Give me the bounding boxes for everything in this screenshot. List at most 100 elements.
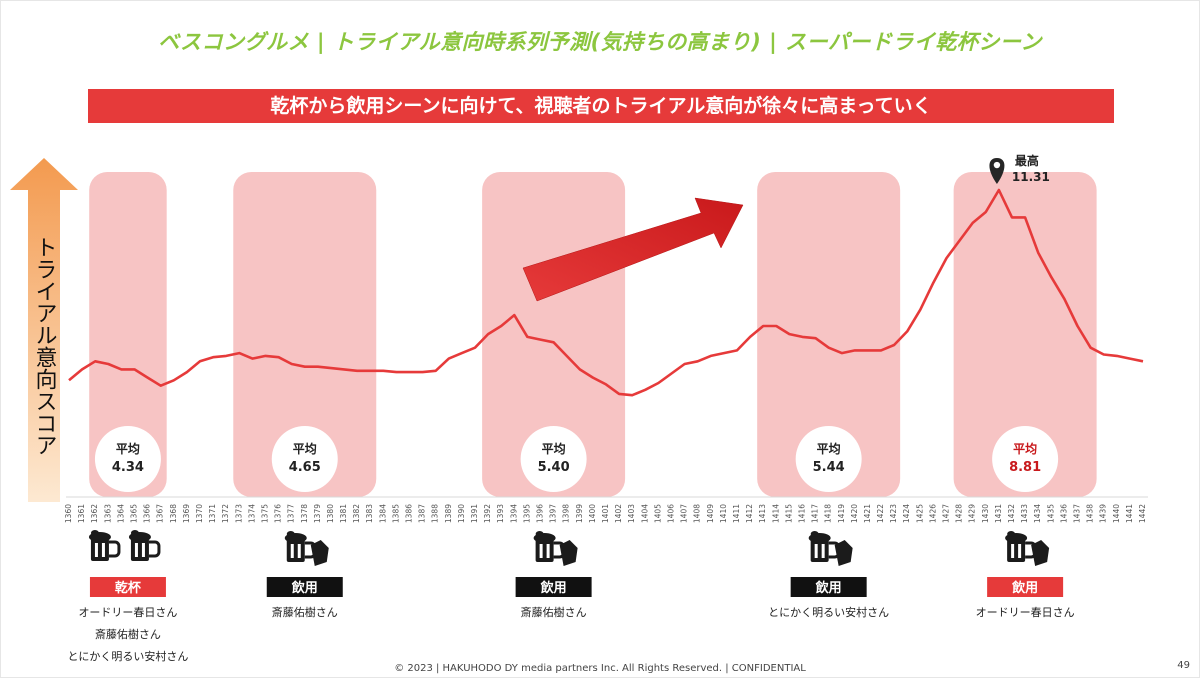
average-badge bbox=[520, 426, 587, 492]
x-tick-label: 1371 bbox=[208, 504, 217, 523]
peak-value: 11.31 bbox=[1012, 170, 1050, 184]
x-tick-label: 1372 bbox=[221, 504, 230, 523]
mug-foam-bubble bbox=[1007, 531, 1016, 537]
mug-foam-bubble bbox=[286, 531, 295, 537]
performer-name: とにかく明るい安村さん bbox=[67, 649, 188, 663]
x-tick-label: 1378 bbox=[300, 504, 309, 523]
scene-band bbox=[757, 172, 901, 497]
scene-tag bbox=[790, 577, 867, 597]
series-line bbox=[68, 188, 1144, 397]
x-tick-label: 1360 bbox=[64, 504, 73, 523]
x-tick-label: 1412 bbox=[745, 504, 754, 523]
performer-name: 斎藤佑樹さん bbox=[521, 605, 587, 619]
x-tick-label: 1398 bbox=[562, 504, 571, 523]
scene-tag-label: 飲用 bbox=[540, 580, 567, 596]
mug-shine bbox=[821, 544, 825, 558]
slide-title: ベスコングルメ | トライアル意向時系列予測(気持ちの高まり) | スーパードラ… bbox=[158, 30, 1042, 54]
x-tick-label: 1397 bbox=[549, 504, 558, 523]
mug-shine bbox=[297, 544, 301, 558]
x-tick-label: 1404 bbox=[640, 504, 649, 523]
x-tick-label: 1440 bbox=[1112, 504, 1121, 523]
copyright-footer: © 2023 | HAKUHODO DY media partners Inc.… bbox=[394, 663, 806, 674]
x-tick-label: 1405 bbox=[653, 504, 662, 523]
mug-shine bbox=[141, 543, 145, 557]
y-axis-arrow bbox=[10, 158, 78, 502]
beer-mug-hand-icon bbox=[284, 531, 329, 566]
x-tick-label: 1400 bbox=[588, 504, 597, 523]
x-tick-label: 1381 bbox=[339, 504, 348, 523]
x-tick-label: 1437 bbox=[1073, 504, 1082, 523]
x-tick-label: 1361 bbox=[77, 504, 86, 523]
x-tick-label: 1376 bbox=[274, 504, 283, 523]
mug-shine bbox=[539, 544, 543, 558]
average-value: 5.40 bbox=[538, 460, 570, 475]
scene-band bbox=[233, 172, 377, 497]
x-tick-label: 1434 bbox=[1033, 504, 1042, 523]
x-tick-label: 1379 bbox=[313, 504, 322, 523]
average-value: 8.81 bbox=[1009, 460, 1041, 475]
x-tick-label: 1373 bbox=[234, 504, 243, 523]
average-badge bbox=[94, 426, 161, 492]
mug-shine bbox=[134, 543, 138, 557]
average-label: 平均 bbox=[542, 441, 566, 456]
location-pin-icon bbox=[989, 158, 1005, 185]
x-tick-label: 1420 bbox=[850, 504, 859, 523]
x-tick-label: 1432 bbox=[1007, 504, 1016, 523]
mug-shine bbox=[101, 543, 105, 557]
mug-shine bbox=[94, 543, 98, 557]
scene-band bbox=[953, 172, 1097, 497]
x-tick-label: 1385 bbox=[391, 504, 400, 523]
scene-tag bbox=[89, 577, 166, 597]
average-value: 4.65 bbox=[289, 460, 321, 475]
x-tick-label: 1416 bbox=[797, 504, 806, 523]
x-tick-label: 1413 bbox=[758, 504, 767, 523]
beer-mug-hand-icon bbox=[1005, 531, 1050, 566]
performer-name: オードリー春日さん bbox=[976, 606, 1075, 619]
mug-shine bbox=[546, 544, 550, 558]
scene-band bbox=[89, 172, 167, 497]
x-tick-label: 1414 bbox=[771, 504, 780, 523]
mug-shine bbox=[814, 544, 818, 558]
x-tick-label: 1406 bbox=[666, 504, 675, 523]
x-tick-label: 1430 bbox=[981, 504, 990, 523]
x-tick-label: 1391 bbox=[470, 504, 479, 523]
x-tick-label: 1429 bbox=[968, 504, 977, 523]
x-tick-label: 1387 bbox=[418, 504, 427, 523]
x-tick-label: 1438 bbox=[1086, 504, 1095, 523]
x-tick-label: 1366 bbox=[143, 504, 152, 523]
pin-hole bbox=[993, 161, 1001, 169]
beer-mug-hand-icon bbox=[808, 531, 853, 566]
x-tick-label: 1415 bbox=[784, 504, 793, 523]
x-tick-label: 1389 bbox=[444, 504, 453, 523]
mug-foam-bubble bbox=[90, 530, 99, 536]
x-tick-label: 1427 bbox=[942, 504, 951, 523]
average-badge bbox=[795, 426, 862, 492]
x-tick-label: 1365 bbox=[129, 504, 138, 523]
x-tick-label: 1436 bbox=[1059, 504, 1068, 523]
performer-name: 斎藤佑樹さん bbox=[95, 627, 161, 641]
x-tick-label: 1431 bbox=[994, 504, 1003, 523]
scene-tag-label: 飲用 bbox=[815, 580, 842, 596]
x-tick-label: 1370 bbox=[195, 504, 204, 523]
x-tick-label: 1433 bbox=[1020, 504, 1029, 523]
x-tick-label: 1394 bbox=[509, 504, 518, 523]
average-label: 平均 bbox=[817, 441, 841, 456]
hand-shape bbox=[1031, 540, 1050, 566]
x-tick-label: 1418 bbox=[824, 504, 833, 523]
x-tick-label: 1363 bbox=[103, 504, 112, 523]
x-tick-label: 1441 bbox=[1125, 504, 1134, 523]
mug-shine bbox=[1018, 544, 1022, 558]
x-tick-label: 1375 bbox=[260, 504, 269, 523]
scene-tag bbox=[266, 577, 343, 597]
x-tick-label: 1392 bbox=[483, 504, 492, 523]
x-tick-label: 1424 bbox=[902, 504, 911, 523]
trend-up-arrow bbox=[522, 197, 744, 302]
x-tick-label: 1421 bbox=[863, 504, 872, 523]
page-number: 49 bbox=[1177, 660, 1190, 671]
average-badge bbox=[992, 426, 1059, 492]
x-tick-label: 1377 bbox=[287, 504, 296, 523]
x-tick-label: 1388 bbox=[431, 504, 440, 523]
mug-handle bbox=[108, 540, 121, 558]
x-tick-label: 1396 bbox=[536, 504, 545, 523]
